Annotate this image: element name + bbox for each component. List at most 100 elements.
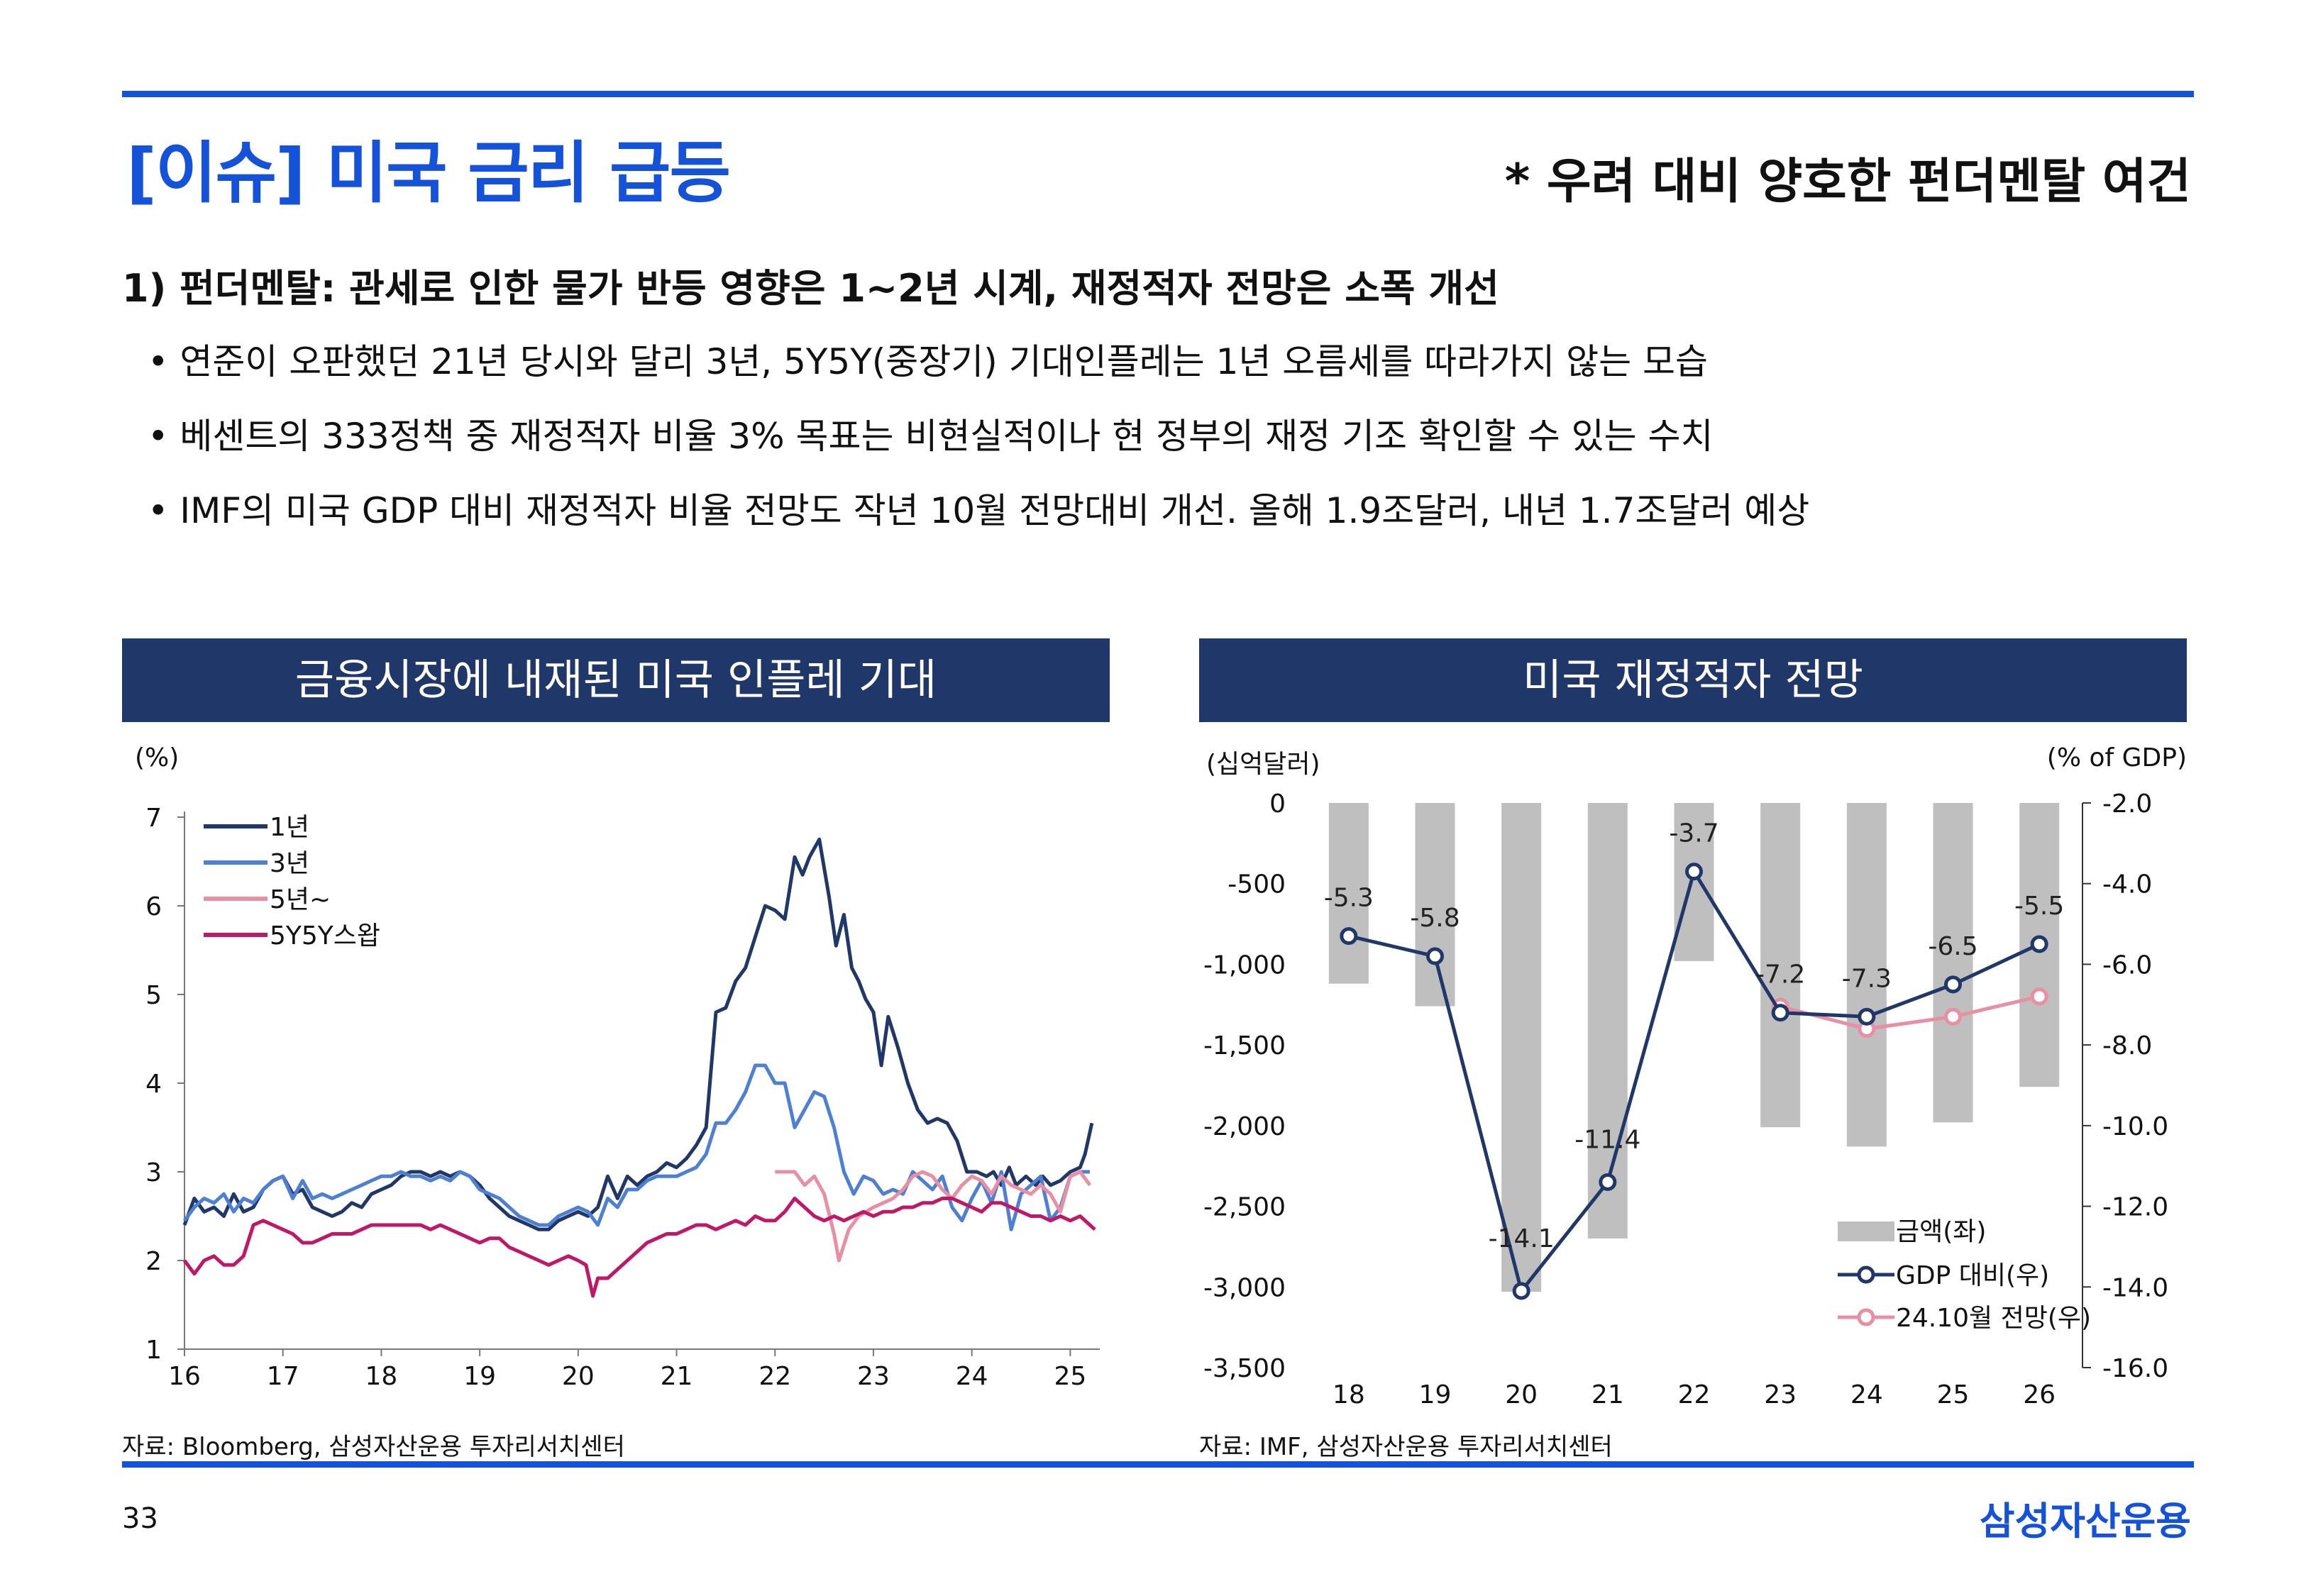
legend-label: 금액(좌): [1896, 1217, 1986, 1246]
x-tick-label: 23: [857, 1362, 890, 1391]
data-label: -5.3: [1324, 884, 1374, 913]
bullet-item: • IMF의 미국 GDP 대비 재정적자 비율 전망도 작년 10월 전망대비…: [148, 490, 1810, 531]
y-tick-label: 3: [145, 1158, 162, 1187]
data-label: -7.3: [1842, 964, 1892, 993]
legend-swatch: [1838, 1221, 1894, 1241]
left-y-tick-label: -500: [1228, 870, 1286, 899]
left-y-tick-label: -3,500: [1203, 1354, 1286, 1383]
x-tick-label: 17: [267, 1362, 299, 1391]
y-tick-label: 1: [145, 1336, 162, 1365]
right-chart-source: 자료: IMF, 삼성자산운용 투자리서치센터: [1199, 1433, 1613, 1461]
gdp-ratio-marker: [1340, 927, 1358, 946]
x-tick-label: 16: [168, 1362, 201, 1391]
legend-label: GDP 대비(우): [1896, 1261, 2049, 1290]
bar: [1674, 803, 1714, 961]
gdp-ratio-marker: [1599, 1173, 1617, 1191]
data-label: -6.5: [1928, 932, 1977, 961]
left-y-tick-label: -3,000: [1203, 1273, 1286, 1302]
top-rule: [122, 91, 2194, 97]
x-tick-label: 18: [365, 1362, 398, 1391]
left-chart-unit: (%): [135, 743, 180, 772]
legend-label: 5년~: [270, 885, 331, 914]
bottom-rule: [122, 1461, 2194, 1468]
bar: [1846, 803, 1887, 1147]
gdp-ratio-marker: [1771, 1004, 1789, 1022]
left-chart-header: 금융시장에 내재된 미국 인플레 기대: [122, 638, 1110, 722]
series-line-5년~: [775, 1170, 1092, 1263]
page-subtitle: * 우려 대비 양호한 펀더멘탈 여건: [1504, 154, 2191, 210]
data-label: -5.8: [1410, 904, 1460, 933]
legend-label: 1년: [270, 813, 309, 842]
right-y-tick-label: -4.0: [2102, 870, 2152, 899]
y-tick-label: 6: [145, 892, 162, 921]
page-title: [이슈] 미국 금리 급등: [126, 135, 731, 212]
y-tick-label: 4: [145, 1070, 162, 1099]
right-chart-unit-right: (% of GDP): [2046, 743, 2187, 772]
right-y-tick-label: -14.0: [2102, 1273, 2168, 1302]
section-heading: 1) 펀더멘탈: 관세로 인한 물가 반등 영향은 1~2년 시계, 재정적자 …: [122, 266, 1499, 311]
y-tick-label: 2: [145, 1247, 162, 1276]
right-y-tick-label: -16.0: [2102, 1354, 2168, 1383]
series-line-5Y5Y스왑: [182, 1197, 1096, 1298]
page-number: 33: [122, 1502, 158, 1535]
right-y-tick-label: -10.0: [2102, 1112, 2168, 1141]
bar: [1501, 803, 1542, 1292]
bar: [1328, 803, 1369, 984]
x-tick-label: 24: [1850, 1380, 1883, 1409]
gdp-ratio-marker: [1512, 1282, 1530, 1300]
right-y-tick-label: -6.0: [2102, 951, 2152, 980]
x-tick-label: 25: [1937, 1380, 1970, 1409]
x-tick-label: 19: [1419, 1380, 1452, 1409]
x-tick-label: 18: [1333, 1380, 1365, 1409]
x-tick-label: 25: [1054, 1362, 1086, 1391]
legend-marker: [1857, 1308, 1875, 1326]
x-tick-label: 23: [1764, 1380, 1797, 1409]
gdp-ratio-marker: [2030, 935, 2048, 953]
right-y-tick-label: -2.0: [2102, 789, 2152, 819]
left-y-tick-label: -1,500: [1203, 1031, 1286, 1060]
bar: [1760, 803, 1801, 1128]
left-y-tick-label: 0: [1269, 789, 1286, 819]
left-chart-source: 자료: Bloomberg, 삼성자산운용 투자리서치센터: [122, 1433, 625, 1461]
data-label: -14.1: [1489, 1224, 1555, 1253]
data-label: -3.7: [1669, 819, 1719, 848]
x-tick-label: 22: [1678, 1380, 1711, 1409]
projection-marker: [1944, 1007, 1962, 1026]
legend-label: 24.10월 전망(우): [1896, 1304, 2091, 1333]
x-tick-label: 19: [463, 1362, 496, 1391]
left-y-tick-label: -1,000: [1203, 951, 1286, 980]
y-tick-label: 7: [145, 804, 162, 833]
legend-marker: [1857, 1265, 1875, 1284]
right-y-tick-label: -8.0: [2102, 1031, 2152, 1060]
x-tick-label: 26: [2023, 1380, 2056, 1409]
y-tick-label: 5: [145, 981, 162, 1010]
projection-line: [1780, 994, 2040, 1031]
x-tick-label: 21: [1591, 1380, 1624, 1409]
gdp-ratio-marker: [1426, 947, 1444, 965]
legend-label: 5Y5Y스왑: [270, 921, 380, 951]
bullet-item: • 연준이 오판했던 21년 당시와 달리 3년, 5Y5Y(중장기) 기대인플…: [148, 341, 1708, 382]
bar: [1933, 803, 1973, 1123]
gdp-ratio-marker: [1858, 1007, 1876, 1026]
x-tick-label: 20: [1505, 1380, 1538, 1409]
x-tick-label: 22: [758, 1362, 791, 1391]
x-tick-label: 20: [562, 1362, 595, 1391]
legend-label: 3년: [270, 849, 309, 878]
bar: [1415, 803, 1455, 1007]
bar: [1587, 803, 1628, 1239]
fiscal-deficit-chart: 0 -500 -1,000 -1,500 -2,000 -2,500 -3,000 -3,50…: [1203, 789, 2168, 1409]
series-line-3년: [182, 1063, 1091, 1231]
gdp-ratio-marker: [1685, 863, 1703, 881]
data-label: -5.5: [2014, 892, 2064, 921]
brand-logo: 삼성자산운용: [1979, 1499, 2191, 1544]
x-tick-label: 24: [956, 1362, 988, 1391]
data-label: -11.4: [1574, 1125, 1640, 1154]
projection-marker: [2030, 987, 2048, 1006]
data-label: -7.2: [1755, 960, 1805, 990]
bullet-item: • 베센트의 333정책 중 재정적자 비율 3% 목표는 비현실적이나 현 정…: [148, 416, 1714, 457]
right-chart-header: 미국 재정적자 전망: [1199, 638, 2187, 722]
x-tick-label: 21: [661, 1362, 693, 1391]
left-y-tick-label: -2,000: [1203, 1112, 1286, 1141]
left-y-tick-label: -2,500: [1203, 1193, 1286, 1222]
